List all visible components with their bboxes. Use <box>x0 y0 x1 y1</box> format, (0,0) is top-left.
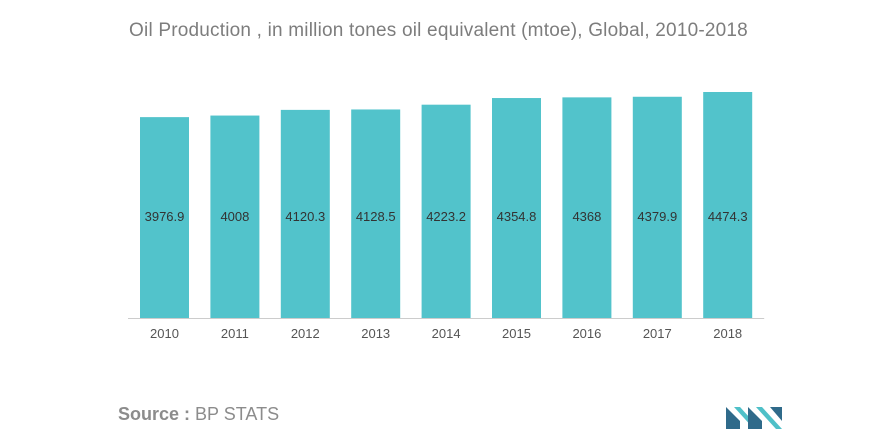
source-note: Source : BP STATS <box>118 404 279 425</box>
bar-2017 <box>632 96 682 318</box>
data-label-2017: 4379.9 <box>637 209 677 224</box>
bar-2013 <box>351 109 401 318</box>
x-tick-2010: 2010 <box>150 326 179 341</box>
bar-2011 <box>210 115 260 319</box>
data-label-2013: 4128.5 <box>356 209 396 224</box>
bar-2012 <box>280 109 330 318</box>
bar-2018 <box>703 92 753 318</box>
bar-2014 <box>421 104 471 319</box>
data-label-2011: 4008 <box>220 209 249 224</box>
data-label-2018: 4474.3 <box>708 209 748 224</box>
data-label-2010: 3976.9 <box>145 209 185 224</box>
data-label-2016: 4368 <box>572 209 601 224</box>
bar-2010 <box>140 117 189 318</box>
chart-title: Oil Production , in million tones oil eq… <box>129 20 748 41</box>
x-tick-2017: 2017 <box>643 326 672 341</box>
x-tick-2016: 2016 <box>572 326 601 341</box>
source-label: Source : <box>118 404 191 424</box>
x-tick-2015: 2015 <box>502 326 531 341</box>
data-label-2015: 4354.8 <box>497 209 537 224</box>
source-value: BP STATS <box>195 404 280 424</box>
mordor-logo-icon <box>726 407 782 429</box>
x-tick-2011: 2011 <box>221 326 249 341</box>
bar-2016 <box>562 97 612 318</box>
x-tick-2018: 2018 <box>713 326 742 341</box>
data-label-2012: 4120.3 <box>285 209 325 224</box>
bar-2015 <box>492 98 541 318</box>
x-tick-2014: 2014 <box>432 326 461 341</box>
x-tick-2012: 2012 <box>291 326 320 341</box>
data-label-2014: 4223.2 <box>426 209 466 224</box>
x-tick-2013: 2013 <box>361 326 390 341</box>
